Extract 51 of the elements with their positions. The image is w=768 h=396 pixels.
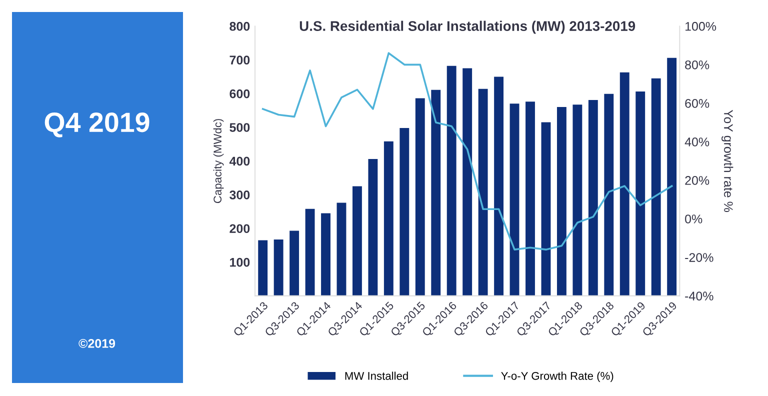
y2-tick-label: 20%	[685, 176, 710, 185]
bar	[352, 186, 362, 296]
y2-tick-label: 40%	[684, 138, 710, 146]
bar	[290, 230, 300, 296]
y-tick-label: 700	[230, 56, 250, 64]
bar	[462, 68, 472, 296]
bar	[494, 76, 504, 296]
y2-tick-label: -40%	[685, 292, 714, 300]
bar	[321, 213, 330, 296]
bar	[556, 107, 566, 296]
y-tick-label: 500	[230, 123, 250, 132]
y-tick-label: 800	[230, 22, 250, 31]
y-tick-label: 600	[230, 89, 250, 98]
bar	[620, 72, 630, 296]
bar	[526, 102, 535, 296]
legend-label: MW Installed	[345, 372, 408, 380]
bar	[572, 104, 582, 296]
bar	[400, 128, 410, 296]
bar	[431, 90, 441, 296]
bar	[651, 78, 661, 296]
text: ©2019	[78, 339, 116, 348]
bar	[336, 202, 346, 296]
legend-label: Y-o-Y Growth Rate (%)	[501, 372, 614, 382]
bar	[446, 66, 456, 296]
y-axis-title: Capacity (MWdc)	[213, 119, 224, 204]
bar	[636, 92, 646, 296]
bar	[478, 88, 488, 296]
bar	[510, 104, 520, 296]
bar	[384, 141, 394, 296]
bar	[604, 94, 614, 296]
y2-tick-label: 100%	[685, 22, 716, 31]
y-tick-label: 300	[230, 190, 250, 200]
bar	[588, 100, 598, 296]
y-tick-label: 400	[229, 156, 250, 166]
line-series	[262, 52, 673, 250]
bar	[305, 208, 315, 296]
bar	[541, 122, 551, 296]
y-tick-label: 200	[230, 224, 250, 234]
y2-tick-label: -20%	[685, 253, 714, 262]
bar	[667, 58, 677, 296]
chart-title: U.S. Residential Solar Installations (MW) 2013-2019	[300, 20, 636, 34]
bar	[274, 240, 284, 296]
y2-tick-label: 60%	[685, 98, 710, 108]
y2-tick-label: 0%	[685, 214, 702, 224]
bar	[368, 158, 378, 296]
bar	[258, 240, 268, 296]
bar	[415, 98, 425, 296]
y2-tick-label: 80%	[685, 60, 710, 70]
text: Q4 2019	[44, 112, 150, 138]
y-tick-label: 100	[230, 258, 250, 267]
y2-axis-title: YoY growth rate %	[722, 110, 734, 212]
